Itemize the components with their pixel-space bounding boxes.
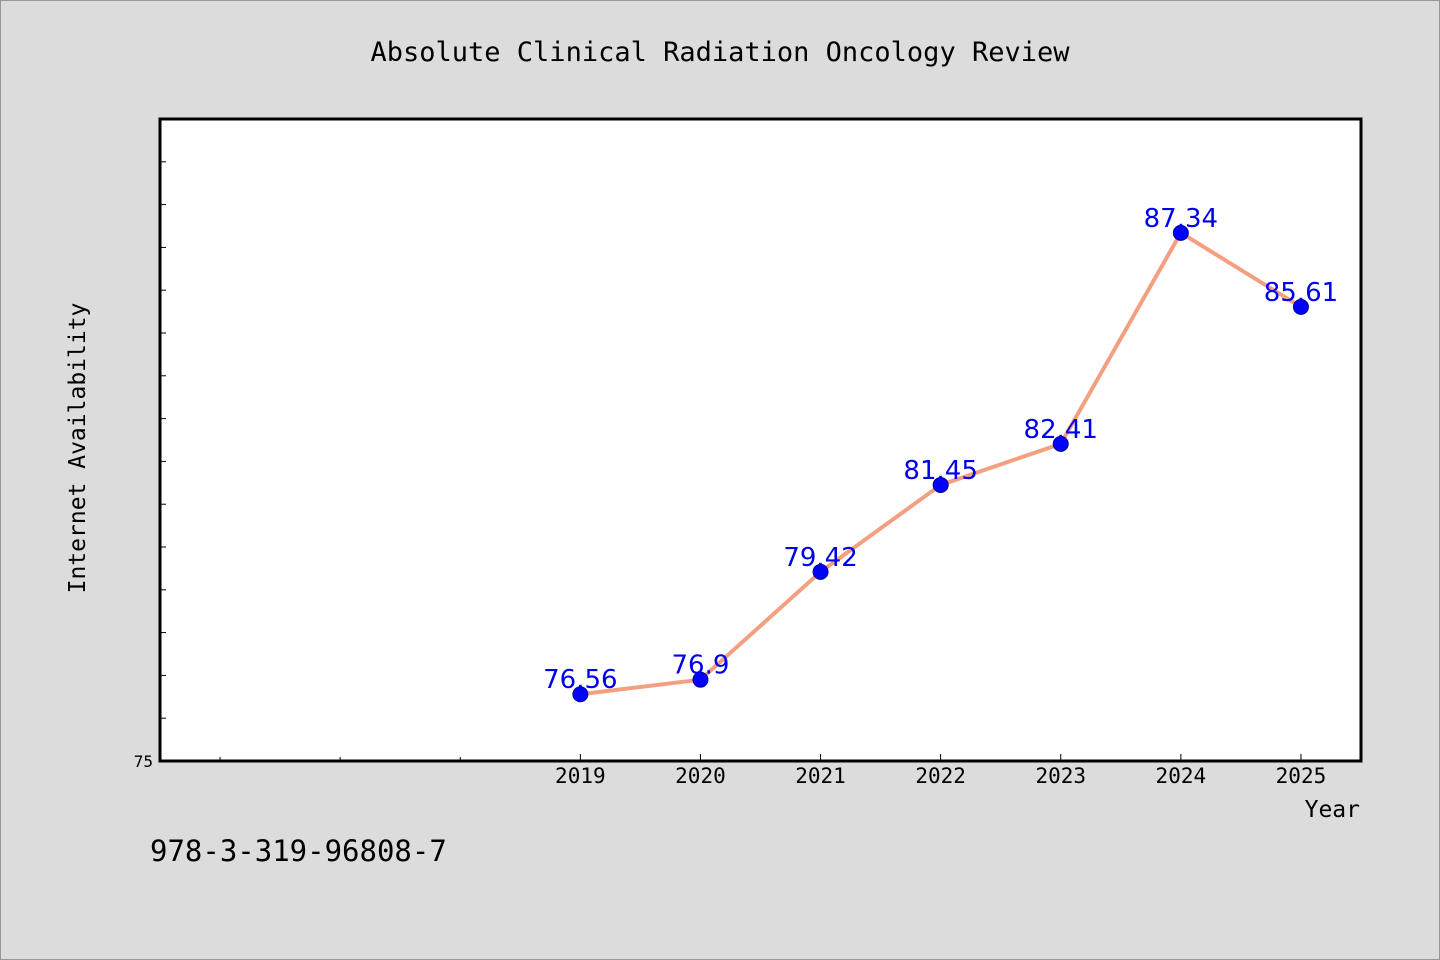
y-axis: 75 (134, 161, 166, 771)
data-point (1292, 298, 1309, 315)
x-tick-label: 2025 (1276, 764, 1327, 788)
y-axis-label: Internet Availability (65, 303, 91, 594)
data-label: 85.61 (1264, 278, 1338, 308)
data-label: 82.41 (1024, 415, 1098, 445)
x-tick-label: 2020 (675, 764, 726, 788)
data-label: 76.56 (543, 665, 617, 695)
data-label: 81.45 (903, 456, 977, 486)
data-label: 79.42 (783, 543, 857, 573)
x-axis: 2019 2020 2021 2022 2023 2024 2025 (219, 754, 1327, 788)
x-tick-label: 2022 (915, 764, 966, 788)
isbn-text: 978-3-319-96808-7 (150, 834, 447, 868)
data-label: 76.9 (672, 651, 730, 681)
marker-group (572, 224, 1309, 703)
x-tick-label: 2023 (1035, 764, 1086, 788)
data-point (932, 476, 949, 493)
x-axis-label: Year (1305, 797, 1360, 823)
data-label-group: 76.56 76.9 79.42 81.45 82.41 87.34 85.61 (543, 204, 1338, 695)
data-point (1052, 435, 1069, 452)
data-point (572, 686, 589, 703)
x-tick-label: 2019 (555, 764, 606, 788)
y-tick-label: 75 (134, 752, 153, 771)
data-label: 87.34 (1144, 204, 1218, 234)
x-tick-label: 2024 (1156, 764, 1207, 788)
data-point (1172, 224, 1189, 241)
chart-title: Absolute Clinical Radiation Oncology Rev… (371, 37, 1071, 68)
data-point (812, 563, 829, 580)
x-tick-label: 2021 (795, 764, 846, 788)
data-point (692, 671, 709, 688)
plot-area (158, 117, 1363, 763)
